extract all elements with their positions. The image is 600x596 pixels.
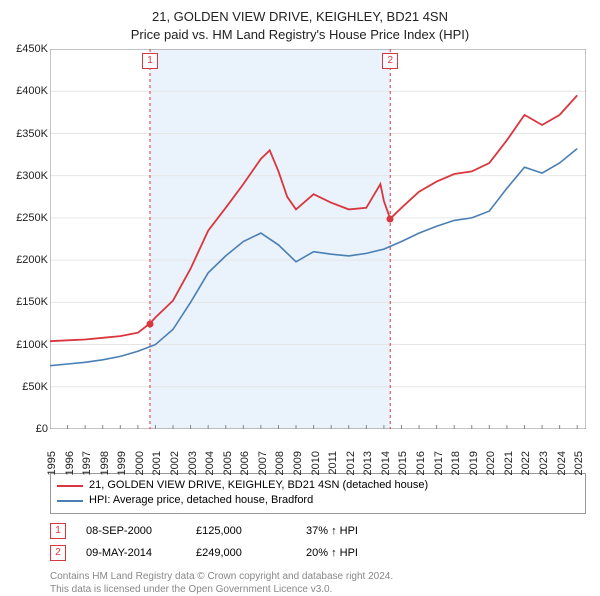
sale-price: £249,000 (196, 547, 286, 559)
x-tick-label: 2022 (520, 451, 532, 475)
x-tick-label: 2021 (503, 451, 515, 475)
x-tick-label: 2001 (151, 451, 163, 475)
title-line2: Price paid vs. HM Land Registry's House … (0, 26, 600, 44)
x-tick-label: 2006 (239, 451, 251, 475)
sale-marker-label: 1 (142, 53, 158, 69)
y-tick-label: £300K (16, 170, 48, 182)
x-tick-label: 2025 (573, 451, 585, 475)
y-tick-label: £100K (16, 339, 48, 351)
x-tick-label: 1997 (81, 451, 93, 475)
x-tick-label: 2003 (187, 451, 199, 475)
title-line1: 21, GOLDEN VIEW DRIVE, KEIGHLEY, BD21 4S… (0, 8, 600, 26)
footer-line1: Contains HM Land Registry data © Crown c… (50, 570, 586, 583)
legend-label: HPI: Average price, detached house, Brad… (89, 493, 313, 508)
sale-delta: 20% ↑ HPI (306, 547, 396, 559)
x-tick-label: 2015 (397, 451, 409, 475)
legend-swatch (57, 500, 83, 502)
x-tick-label: 2018 (450, 451, 462, 475)
sale-index-marker: 2 (50, 545, 66, 561)
x-tick-label: 2017 (433, 451, 445, 475)
sale-row: 1 08-SEP-2000 £125,000 37% ↑ HPI (50, 520, 586, 542)
legend-row: HPI: Average price, detached house, Brad… (57, 493, 579, 508)
footer-line2: This data is licensed under the Open Gov… (50, 583, 586, 596)
x-tick-label: 1996 (64, 451, 76, 475)
x-tick-label: 2011 (327, 451, 339, 475)
x-tick-label: 2010 (310, 451, 322, 475)
x-tick-label: 1999 (116, 451, 128, 475)
y-tick-label: £200K (16, 254, 48, 266)
y-tick-label: £450K (16, 43, 48, 55)
y-tick-label: £350K (16, 128, 48, 140)
y-tick-label: £0 (36, 423, 48, 435)
chart-title: 21, GOLDEN VIEW DRIVE, KEIGHLEY, BD21 4S… (0, 0, 600, 43)
x-tick-label: 2019 (468, 451, 480, 475)
sale-marker-dot (146, 320, 153, 327)
y-tick-label: £50K (22, 381, 48, 393)
sale-row: 2 09-MAY-2014 £249,000 20% ↑ HPI (50, 542, 586, 564)
sale-index-marker: 1 (50, 523, 66, 539)
sales-table: 1 08-SEP-2000 £125,000 37% ↑ HPI 2 09-MAY-201… (50, 520, 586, 564)
x-tick-label: 1995 (46, 451, 58, 475)
x-tick-label: 2008 (274, 451, 286, 475)
x-tick-label: 2007 (257, 451, 269, 475)
sale-marker-label: 2 (382, 53, 398, 69)
x-tick-label: 2020 (485, 451, 497, 475)
y-tick-label: £150K (16, 296, 48, 308)
legend-row: 21, GOLDEN VIEW DRIVE, KEIGHLEY, BD21 4S… (57, 478, 579, 493)
legend-label: 21, GOLDEN VIEW DRIVE, KEIGHLEY, BD21 4S… (89, 478, 428, 493)
y-tick-label: £250K (16, 212, 48, 224)
sale-price: £125,000 (196, 525, 286, 537)
y-axis-labels: £0£50K£100K£150K£200K£250K£300K£350K£400… (4, 49, 48, 429)
x-tick-label: 2004 (204, 451, 216, 475)
x-tick-label: 2009 (292, 451, 304, 475)
x-tick-label: 2014 (380, 451, 392, 475)
sale-date: 09-MAY-2014 (86, 547, 176, 559)
x-axis-labels: 1995199619971998199920002001200220032004… (50, 431, 586, 463)
x-tick-label: 1998 (99, 451, 111, 475)
x-tick-label: 2005 (222, 451, 234, 475)
line-chart-svg (50, 49, 586, 429)
legend-swatch (57, 485, 83, 487)
chart-area: £0£50K£100K£150K£200K£250K£300K£350K£400… (50, 49, 586, 429)
x-tick-label: 2012 (345, 451, 357, 475)
sale-date: 08-SEP-2000 (86, 525, 176, 537)
x-tick-label: 2002 (169, 451, 181, 475)
legend: 21, GOLDEN VIEW DRIVE, KEIGHLEY, BD21 4S… (50, 473, 586, 514)
x-tick-label: 2023 (538, 451, 550, 475)
x-tick-label: 2016 (415, 451, 427, 475)
footer-note: Contains HM Land Registry data © Crown c… (50, 570, 586, 596)
x-tick-label: 2000 (134, 451, 146, 475)
sale-marker-dot (387, 215, 394, 222)
y-tick-label: £400K (16, 85, 48, 97)
sale-delta: 37% ↑ HPI (306, 525, 396, 537)
x-tick-label: 2013 (362, 451, 374, 475)
x-tick-label: 2024 (556, 451, 568, 475)
